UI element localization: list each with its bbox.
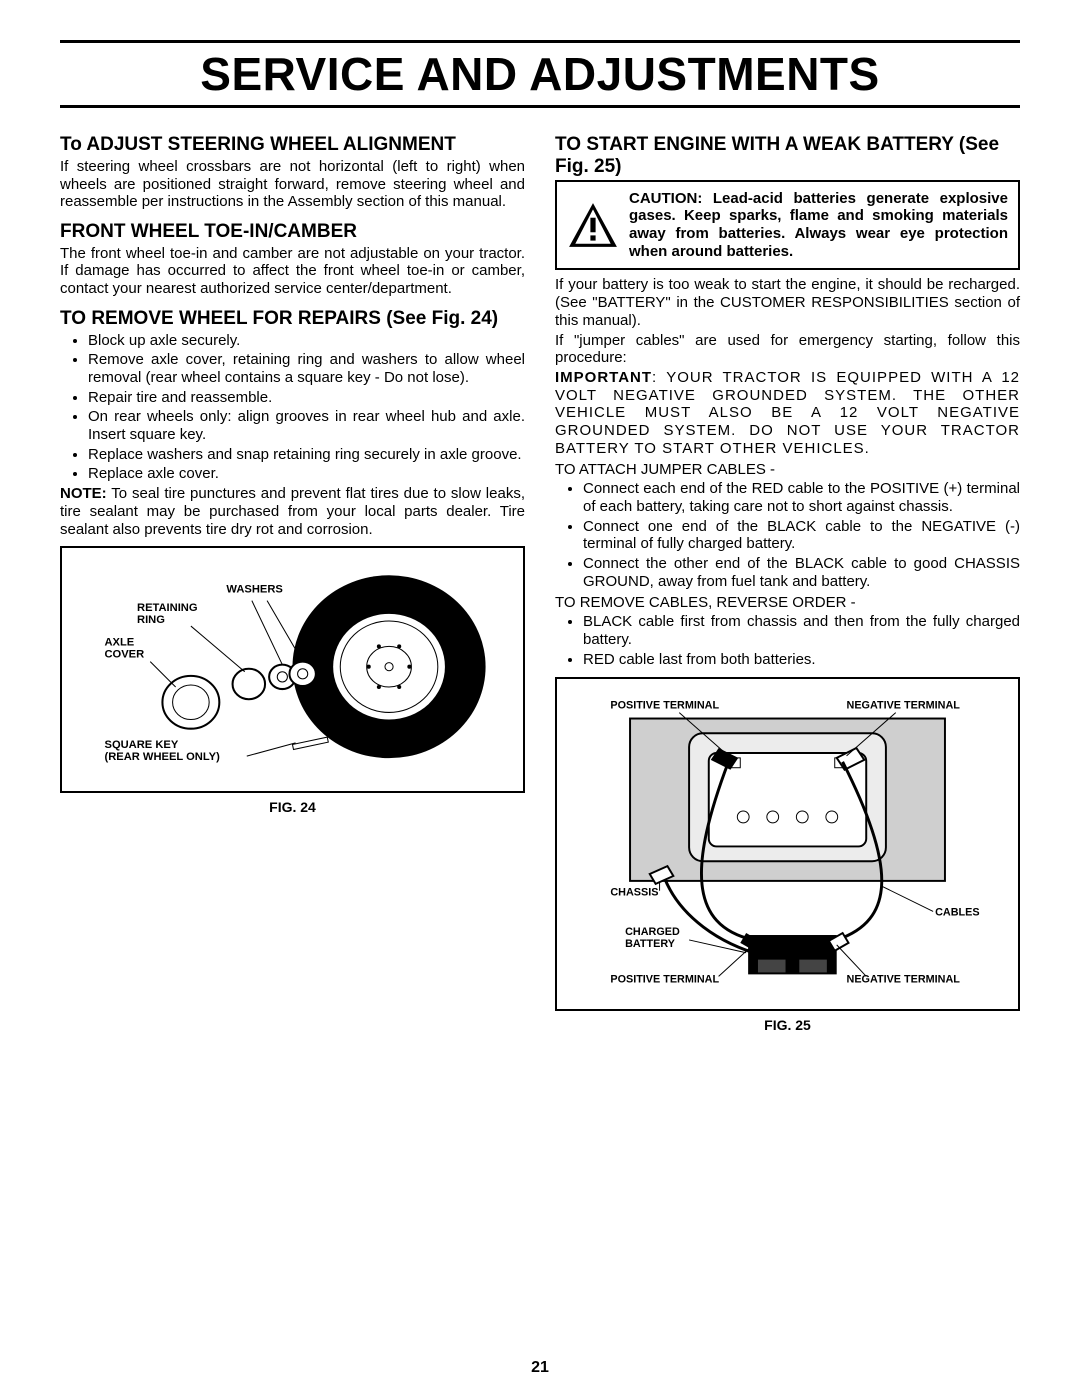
list-item: Replace axle cover. <box>88 465 525 483</box>
column-right: TO START ENGINE WITH A WEAK BATTERY (See… <box>555 124 1020 1033</box>
label-pos-term-bot: POSITIVE TERMINAL <box>610 973 719 984</box>
figure-24-box: WASHERS RETAINING RING AXLE COVER SQUARE… <box>60 546 525 792</box>
list-remove-cables: BLACK cable first from chassis and then … <box>555 613 1020 668</box>
heading-steering-alignment: To ADJUST STEERING WHEEL ALIGNMENT <box>60 134 525 156</box>
list-item: RED cable last from both batteries. <box>583 651 1020 669</box>
caution-box: CAUTION: Lead-acid batteries generate ex… <box>555 180 1020 271</box>
heading-remove-wheel: TO REMOVE WHEEL FOR REPAIRS (See Fig. 24… <box>60 308 525 330</box>
label-pos-term-top: POSITIVE TERMINAL <box>610 699 719 711</box>
list-remove-wheel: Block up axle securely. Remove axle cove… <box>60 332 525 484</box>
label-charged-2: BATTERY <box>625 937 676 949</box>
list-item: Block up axle securely. <box>88 332 525 350</box>
label-square-key-2: (REAR WHEEL ONLY) <box>104 751 220 763</box>
para-toe-in: The front wheel toe-in and camber are no… <box>60 245 525 298</box>
para-steering: If steering wheel crossbars are not hori… <box>60 158 525 211</box>
list-attach-cables: Connect each end of the RED cable to the… <box>555 480 1020 590</box>
list-item: On rear wheels only: align grooves in re… <box>88 408 525 443</box>
content-columns: To ADJUST STEERING WHEEL ALIGNMENT If st… <box>60 124 1020 1033</box>
list-item: Connect each end of the RED cable to the… <box>583 480 1020 515</box>
subheading-attach: TO ATTACH JUMPER CABLES - <box>555 461 1020 478</box>
list-item: BLACK cable first from chassis and then … <box>583 613 1020 648</box>
label-axle-cover-2: COVER <box>104 649 144 661</box>
list-item: Connect the other end of the BLACK cable… <box>583 555 1020 590</box>
column-left: To ADJUST STEERING WHEEL ALIGNMENT If st… <box>60 124 525 1033</box>
list-item: Connect one end of the BLACK cable to th… <box>583 518 1020 553</box>
page-number: 21 <box>531 1359 549 1377</box>
subheading-remove: TO REMOVE CABLES, REVERSE ORDER - <box>555 594 1020 611</box>
list-item: Replace washers and snap retaining ring … <box>88 446 525 464</box>
figure-24-svg: WASHERS RETAINING RING AXLE COVER SQUARE… <box>74 560 511 773</box>
figure-24-caption: FIG. 24 <box>60 799 525 815</box>
label-retaining-ring-2: RING <box>137 614 165 626</box>
list-item: Remove axle cover, retaining ring and wa… <box>88 351 525 386</box>
note-body: To seal tire punctures and prevent flat … <box>60 485 525 537</box>
important-note: IMPORTANT: YOUR TRACTOR IS EQUIPPED WITH… <box>555 369 1020 457</box>
heading-toe-in: FRONT WHEEL TOE-IN/CAMBER <box>60 221 525 243</box>
para-battery-recharge: If your battery is too weak to start the… <box>555 276 1020 329</box>
figure-25-box: POSITIVE TERMINAL NEGATIVE TERMINAL <box>555 677 1020 1011</box>
warning-icon <box>567 201 619 249</box>
label-retaining-ring-1: RETAINING <box>137 602 198 614</box>
heading-weak-battery: TO START ENGINE WITH A WEAK BATTERY (See… <box>555 134 1020 178</box>
para-jumper: If "jumper cables" are used for emergenc… <box>555 332 1020 367</box>
rule-top <box>60 40 1020 43</box>
list-item: Repair tire and reassemble. <box>88 389 525 407</box>
note-tire-sealant: NOTE: To seal tire punctures and prevent… <box>60 485 525 538</box>
label-axle-cover-1: AXLE <box>104 637 134 649</box>
figure-25-caption: FIG. 25 <box>555 1017 1020 1033</box>
label-chassis: CHASSIS <box>610 886 658 898</box>
rule-bottom <box>60 105 1020 108</box>
label-cables: CABLES <box>935 906 979 918</box>
label-charged-1: CHARGED <box>625 926 680 938</box>
label-neg-term-top: NEGATIVE TERMINAL <box>847 699 961 711</box>
label-neg-term-bot: NEGATIVE TERMINAL <box>847 973 961 984</box>
caution-prefix: CAUTION: <box>629 190 702 207</box>
page-title: SERVICE AND ADJUSTMENTS <box>60 47 1020 101</box>
caution-text: CAUTION: Lead-acid batteries generate ex… <box>629 190 1008 261</box>
figure-25-svg: POSITIVE TERMINAL NEGATIVE TERMINAL <box>571 689 1004 984</box>
note-prefix: NOTE: <box>60 485 107 502</box>
important-prefix: IMPORTANT <box>555 369 652 386</box>
label-square-key-1: SQUARE KEY <box>104 739 178 751</box>
label-washers: WASHERS <box>226 584 282 596</box>
